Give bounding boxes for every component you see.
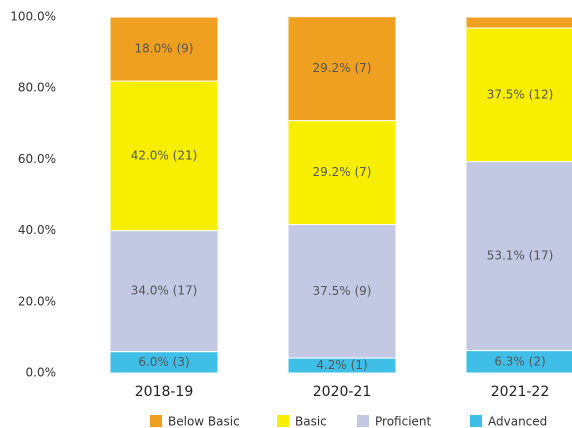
legend-label: Proficient bbox=[375, 415, 432, 428]
bar-segment bbox=[465, 16, 572, 29]
data-label: 37.5% (12) bbox=[487, 87, 554, 101]
legend-swatch bbox=[470, 415, 482, 427]
bar-segment bbox=[287, 16, 397, 122]
legend-swatch bbox=[357, 415, 369, 427]
bar-segment bbox=[109, 16, 219, 82]
legend-label: Basic bbox=[295, 415, 327, 428]
y-tick-label: 0.0% bbox=[26, 366, 57, 380]
data-label: 18.0% (9) bbox=[135, 42, 194, 56]
data-label: 29.2% (7) bbox=[313, 61, 372, 75]
y-tick-label: 40.0% bbox=[18, 223, 56, 237]
y-tick-label: 20.0% bbox=[18, 294, 56, 308]
legend-swatch bbox=[277, 415, 289, 427]
y-tick-label: 60.0% bbox=[18, 152, 56, 166]
data-label: 53.1% (17) bbox=[487, 249, 554, 263]
bar-segment bbox=[109, 230, 219, 353]
y-tick-label: 100.0% bbox=[10, 10, 56, 24]
legend-label: Below Basic bbox=[168, 415, 240, 428]
data-label: 37.5% (9) bbox=[313, 284, 372, 298]
legend-swatch bbox=[150, 415, 162, 427]
y-tick-label: 80.0% bbox=[18, 81, 56, 95]
data-label: 6.3% (2) bbox=[494, 354, 545, 368]
data-label: 4.2% (1) bbox=[316, 358, 367, 372]
bar-segment bbox=[287, 120, 397, 226]
data-label: 6.0% (3) bbox=[138, 355, 189, 369]
data-label: 29.2% (7) bbox=[313, 165, 372, 179]
data-label: 42.0% (21) bbox=[131, 148, 198, 162]
x-tick-label: 2021-22 bbox=[491, 384, 550, 400]
data-label: 34.0% (17) bbox=[131, 284, 198, 298]
x-tick-label: 2020-21 bbox=[313, 384, 372, 400]
legend-label: Advanced bbox=[488, 415, 547, 428]
bar-segment bbox=[109, 80, 219, 232]
x-tick-label: 2018-19 bbox=[135, 384, 194, 400]
bar-segment bbox=[465, 27, 572, 163]
bar-segment bbox=[465, 161, 572, 352]
